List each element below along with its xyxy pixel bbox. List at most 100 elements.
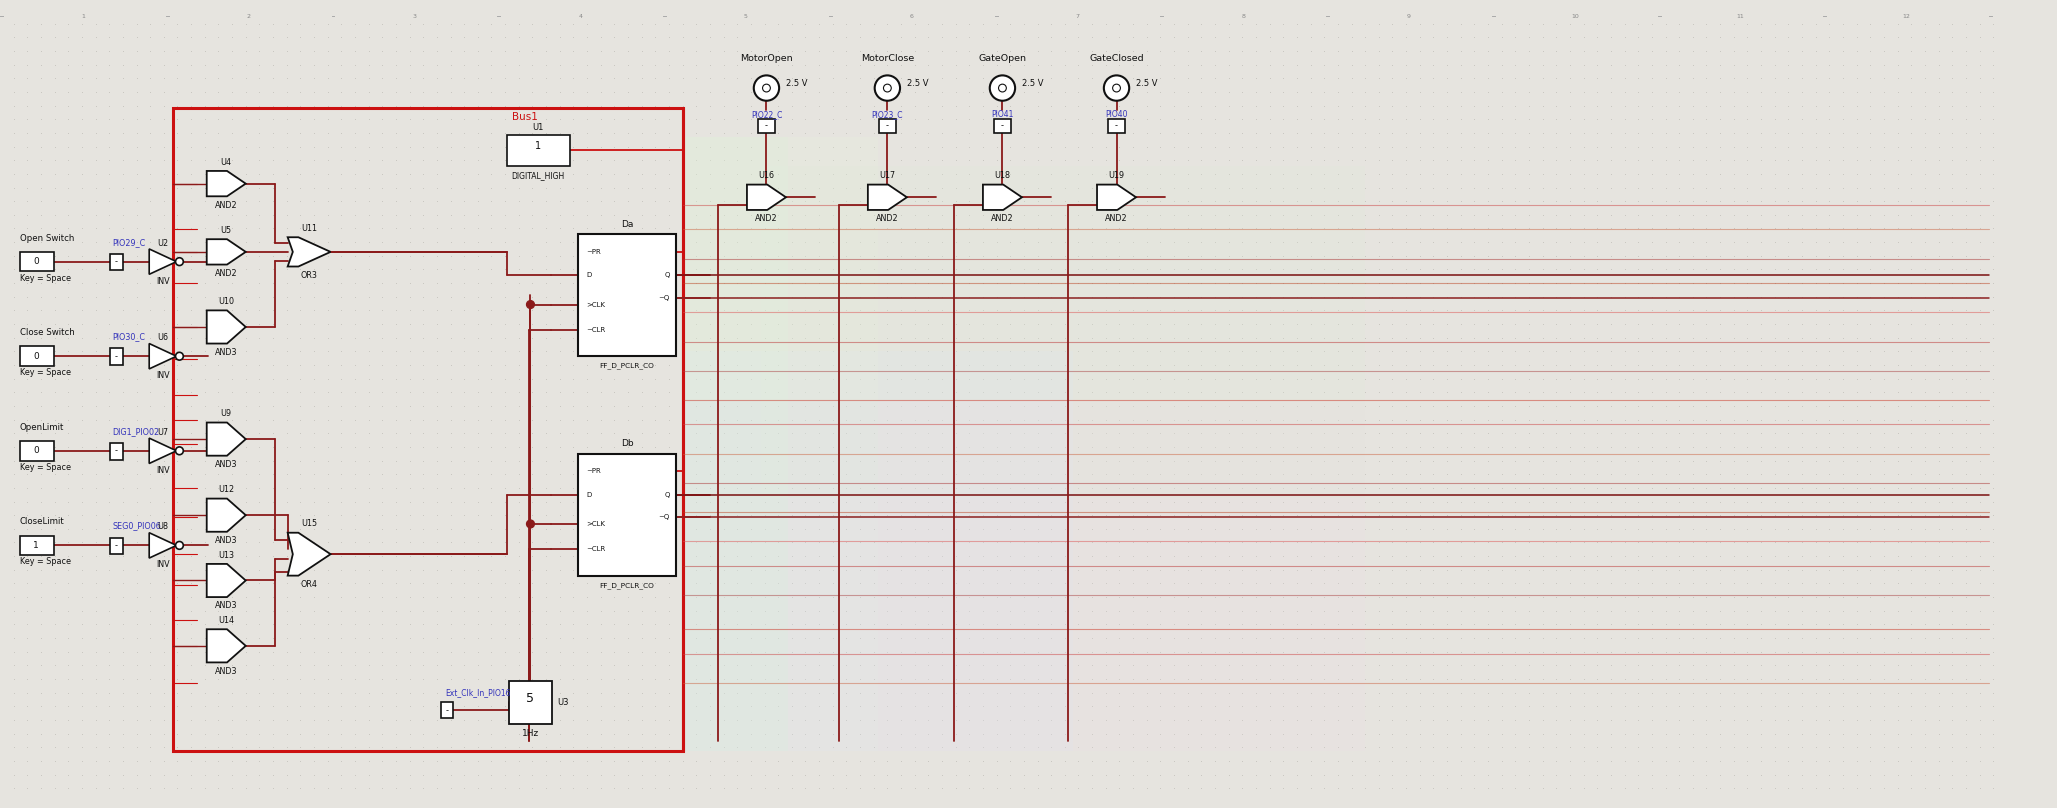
- Point: [160, 686, 193, 699]
- Point: [78, 646, 111, 659]
- Point: [10, 454, 43, 467]
- Polygon shape: [983, 184, 1022, 210]
- Point: [979, 31, 1012, 44]
- Point: [298, 427, 331, 440]
- Point: [1977, 781, 2010, 794]
- Point: [1226, 44, 1259, 57]
- Point: [1308, 563, 1341, 576]
- Point: [1785, 700, 1818, 713]
- Point: [1144, 372, 1177, 385]
- Point: [502, 618, 535, 631]
- Point: [1485, 495, 1518, 508]
- Point: [1526, 208, 1559, 221]
- Point: [843, 167, 876, 180]
- Point: [858, 522, 891, 535]
- Point: [557, 372, 590, 385]
- Point: [843, 31, 876, 44]
- Point: [1170, 727, 1203, 740]
- Point: [1240, 577, 1273, 590]
- Point: [1471, 126, 1504, 139]
- Point: [1744, 154, 1777, 166]
- Point: [160, 181, 193, 194]
- Point: [599, 632, 631, 645]
- Point: [1759, 17, 1792, 30]
- Point: [1391, 208, 1423, 221]
- Point: [1718, 250, 1751, 263]
- Point: [461, 632, 494, 645]
- Point: [160, 632, 193, 645]
- Point: [352, 509, 385, 522]
- Point: [802, 44, 835, 57]
- Point: [1718, 386, 1751, 399]
- Point: [420, 686, 453, 699]
- Point: [1103, 86, 1135, 99]
- Point: [1308, 181, 1341, 194]
- Point: [189, 618, 222, 631]
- Point: [1294, 290, 1327, 303]
- Point: [1703, 399, 1736, 412]
- Point: [1635, 768, 1668, 781]
- Point: [1621, 399, 1654, 412]
- Point: [1226, 686, 1259, 699]
- Point: [666, 58, 699, 71]
- Point: [1471, 509, 1504, 522]
- Point: [1650, 591, 1683, 604]
- Point: [557, 686, 590, 699]
- Point: [311, 563, 344, 576]
- Point: [448, 686, 481, 699]
- Point: [51, 290, 84, 303]
- Point: [1376, 318, 1409, 330]
- Point: [543, 549, 576, 562]
- Point: [516, 236, 549, 249]
- Point: [1812, 781, 1845, 794]
- Point: [843, 345, 876, 358]
- Point: [952, 713, 985, 726]
- Point: [175, 72, 208, 85]
- Point: [339, 31, 372, 44]
- Point: [160, 427, 193, 440]
- Point: [1759, 686, 1792, 699]
- Point: [148, 672, 181, 685]
- Point: [1362, 755, 1395, 768]
- Point: [134, 399, 167, 412]
- Point: [926, 549, 959, 562]
- Point: [790, 781, 823, 794]
- Point: [1008, 318, 1041, 330]
- Point: [1199, 44, 1232, 57]
- Point: [1662, 755, 1695, 768]
- Point: [0, 304, 31, 317]
- Point: [749, 618, 782, 631]
- Point: [189, 263, 222, 276]
- Point: [1732, 522, 1765, 535]
- Point: [448, 536, 481, 549]
- Point: [1882, 276, 1915, 289]
- Point: [952, 250, 985, 263]
- Point: [761, 522, 794, 535]
- Point: [1950, 386, 1983, 399]
- Point: [119, 713, 152, 726]
- Point: [1212, 672, 1244, 685]
- Point: [734, 331, 767, 344]
- Point: [1567, 413, 1600, 426]
- Point: [1076, 686, 1109, 699]
- Point: [325, 386, 358, 399]
- Point: [93, 727, 125, 740]
- Point: [1240, 31, 1273, 44]
- Point: [1868, 482, 1901, 494]
- Point: [1212, 99, 1244, 112]
- Point: [1485, 17, 1518, 30]
- Text: U15: U15: [300, 520, 317, 528]
- Point: [298, 399, 331, 412]
- Point: [243, 646, 276, 659]
- Point: [858, 250, 891, 263]
- Point: [216, 167, 249, 180]
- Point: [1950, 359, 1983, 372]
- Point: [378, 263, 411, 276]
- Point: [1471, 495, 1504, 508]
- Point: [1279, 399, 1312, 412]
- Point: [1732, 386, 1765, 399]
- Point: [25, 126, 58, 139]
- Point: [1894, 413, 1927, 426]
- Point: [1582, 17, 1615, 30]
- Point: [775, 522, 808, 535]
